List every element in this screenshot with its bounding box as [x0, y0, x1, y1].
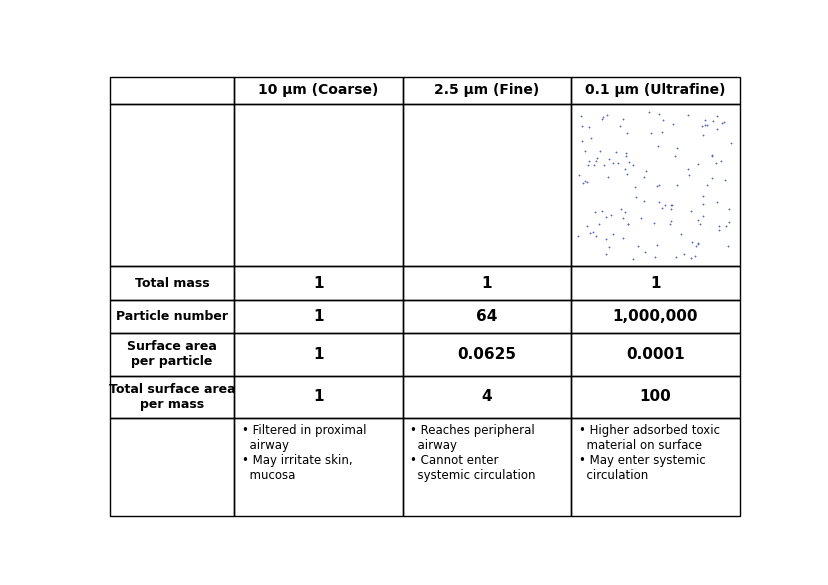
Text: Surface area
per particle: Surface area per particle — [127, 340, 217, 369]
Bar — [110, 266, 233, 300]
Text: 1: 1 — [313, 390, 323, 404]
Text: 0.0625: 0.0625 — [457, 347, 516, 362]
Text: 100: 100 — [638, 390, 671, 404]
Bar — [570, 300, 739, 333]
Text: 1: 1 — [649, 276, 660, 291]
Text: 2.5 μm (Fine): 2.5 μm (Fine) — [434, 83, 539, 97]
Text: • Higher adsorbed toxic
  material on surface
• May enter systemic
  circulation: • Higher adsorbed toxic material on surf… — [578, 424, 719, 481]
Text: 0.0001: 0.0001 — [625, 347, 684, 362]
Bar — [402, 376, 570, 418]
Bar — [402, 266, 570, 300]
Bar — [402, 104, 570, 266]
Text: 64: 64 — [475, 309, 497, 324]
Bar — [570, 376, 739, 418]
Text: • Reaches peripheral
  airway
• Cannot enter
  systemic circulation: • Reaches peripheral airway • Cannot ent… — [410, 424, 535, 481]
Bar — [110, 418, 233, 516]
Text: 1: 1 — [481, 276, 492, 291]
Text: 0.1 μm (Ultrafine): 0.1 μm (Ultrafine) — [585, 83, 724, 97]
Bar — [110, 104, 233, 266]
Bar — [402, 77, 570, 104]
Bar — [233, 300, 402, 333]
Bar — [233, 266, 402, 300]
Bar — [570, 104, 739, 266]
Text: Particle number: Particle number — [116, 310, 228, 323]
Bar — [110, 333, 233, 376]
Bar — [402, 418, 570, 516]
Bar — [233, 418, 402, 516]
Text: 4: 4 — [481, 390, 492, 404]
Bar — [402, 300, 570, 333]
Text: 1: 1 — [313, 347, 323, 362]
Bar — [110, 300, 233, 333]
Bar — [233, 104, 402, 266]
Bar — [233, 376, 402, 418]
Bar — [233, 77, 402, 104]
Text: Total surface area
per mass: Total surface area per mass — [108, 383, 235, 411]
Text: 1,000,000: 1,000,000 — [612, 309, 697, 324]
Bar — [570, 333, 739, 376]
Bar — [570, 418, 739, 516]
Bar — [570, 77, 739, 104]
Text: 1: 1 — [313, 309, 323, 324]
Bar — [110, 77, 233, 104]
Bar — [110, 376, 233, 418]
Text: 1: 1 — [313, 276, 323, 291]
Text: 10 μm (Coarse): 10 μm (Coarse) — [258, 83, 378, 97]
Text: • Filtered in proximal
  airway
• May irritate skin,
  mucosa: • Filtered in proximal airway • May irri… — [242, 424, 366, 481]
Bar — [570, 266, 739, 300]
Bar — [233, 333, 402, 376]
Bar — [402, 333, 570, 376]
Text: Total mass: Total mass — [135, 277, 209, 290]
